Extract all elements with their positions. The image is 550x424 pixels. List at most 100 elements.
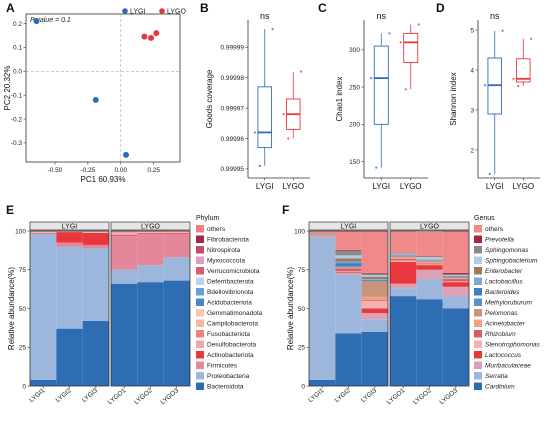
facet-strip-LYGI (29, 221, 110, 231)
legend-swatch-firmicutes (196, 361, 204, 369)
y-tick-label: 0.99995 (221, 166, 245, 173)
bar-segment-rhizobium (390, 258, 417, 261)
legend-swatch-acinetobacter (474, 319, 482, 327)
x-tick-label-LYGI2: LYGI2 (334, 387, 353, 404)
bar-segment-bacteroidota (56, 328, 83, 386)
bar-segment-bacteroidota (163, 280, 190, 386)
bar-segment-bacteroides (361, 279, 388, 281)
legend-swatch-others (474, 225, 482, 233)
y-tick-label: -0.2 (11, 116, 23, 123)
bar-segment-lactococcus (390, 262, 417, 284)
jitter-point-LYGI (370, 77, 373, 80)
jitter-point-LYGI (388, 32, 391, 35)
legend-label-verrucomicrobiota: Verrucomicrobiota (207, 268, 260, 275)
panel-label-A: A (6, 1, 15, 15)
facet-label-LYGO: LYGO (141, 223, 160, 230)
legend-swatch-fibrobacterota (196, 235, 204, 243)
panel-label-C: C (318, 1, 327, 15)
legend-swatch-sphingomonas (474, 246, 482, 254)
jitter-point-LYGI (488, 172, 491, 176)
x-tick-label-LYGO1: LYGO1 (107, 387, 128, 406)
bar-segment-sphingobacterium (442, 274, 469, 276)
legend-marker-LYGI (122, 8, 128, 14)
y-tick-label: 25 (19, 345, 27, 352)
legend-label-bdellovibrionota: Bdellovibrionota (207, 289, 254, 296)
bar-segment-proteobacteria (56, 246, 83, 329)
bar-segment-serratia (309, 237, 336, 380)
scatter-point-LYGO (153, 30, 160, 37)
bar-segment-enterobacter (361, 276, 388, 280)
jitter-point-LYGI (253, 131, 257, 134)
box-LYGO (515, 58, 531, 83)
legend-swatch-myxococcota (196, 256, 204, 264)
bar-segment-muribaculaceae (361, 313, 388, 320)
legend-label-lactococcus: Lactococcus (485, 352, 522, 359)
y-axis-label: Goods coverage (205, 69, 214, 128)
bar-segment-others (361, 231, 388, 273)
legend-swatch-lactococcus (474, 351, 482, 359)
jitter-point-LYGO (287, 137, 290, 140)
bar-segment-sphingomonas (416, 256, 443, 258)
legend-swatch-rhizobium (474, 330, 482, 338)
bar-segment-stenotrophomonas (361, 300, 388, 309)
legend-swatch-actinobacteriota (196, 351, 204, 359)
bar-segment-rhizobium (361, 299, 388, 301)
facet-label-LYGO: LYGO (420, 223, 439, 230)
bar-segment-lactobacillus (361, 279, 388, 280)
y-tick-label: 0.99996 (221, 136, 245, 143)
legend-label-lactobacillus: Lactobacillus (485, 279, 523, 286)
y-tick-label: 0 (22, 383, 26, 390)
y-tick-label: 100 (15, 228, 26, 235)
bar-segment-actinobacteriota (56, 232, 83, 243)
bar-segment-actinobacteriota (163, 233, 190, 235)
x-tick-label: 0.00 (114, 167, 127, 174)
bar-segment-sphingomonas (335, 250, 362, 256)
y-axis-label: PC2 20.32% (3, 66, 12, 111)
bar-segment-rhizobium (442, 279, 469, 282)
legend-label-stenotrophomonas: Stenotrophomonas (485, 342, 541, 349)
box-LYGI (257, 86, 273, 149)
bar-segment-others (309, 230, 336, 234)
bar-segment-bacteroidota (111, 283, 138, 386)
y-tick-label: 150 (349, 159, 360, 166)
y-axis-label: Chao1 index (335, 77, 344, 122)
bar-segment-pelomonas (416, 261, 443, 262)
y-tick-label: 4 (470, 67, 474, 74)
plot-frame-a (25, 13, 181, 163)
x-tick-label-LYGI2: LYGI2 (55, 387, 74, 404)
facet-strip-LYGO (389, 221, 470, 231)
bar-segment-pelomonas (442, 277, 469, 279)
legend-label-campilobacterota: Campilobacterota (207, 321, 258, 328)
bar-segment-bacteroidota (82, 320, 109, 386)
jitter-point-LYGO (512, 77, 515, 80)
bar-segment-serratia (442, 296, 469, 309)
y-tick-label: 75 (19, 267, 27, 274)
bar-segment-acinetobacter (361, 296, 388, 300)
y-tick-label: 50 (19, 306, 27, 313)
x-tick-label-LYGO: LYGO (282, 182, 304, 191)
scatter-point-LYGI (33, 18, 40, 25)
legend-swatch-verrucomicrobiota (196, 267, 204, 275)
bar-segment-proteobacteria (111, 269, 138, 284)
x-tick-label-LYGI: LYGI (372, 182, 390, 191)
scatter-point-LYGO (141, 33, 148, 40)
legend-swatch-campilobacterota (196, 319, 204, 327)
jitter-point-LYGO (282, 113, 285, 116)
bar-segment-rhizobium (335, 268, 362, 272)
jitter-point-LYGO (529, 37, 533, 40)
bar-segment-muribaculaceae (442, 286, 469, 297)
bar-segment-others (335, 231, 362, 250)
facet-frame-LYGO (110, 230, 191, 387)
legend-swatch-prevotella (474, 235, 482, 243)
legend-label-fibrobacterota: Fibrobacterota (207, 237, 249, 244)
jitter-point-LYGI (375, 166, 378, 169)
x-tick-label-LYGI3: LYGI3 (360, 387, 379, 404)
legend-swatch-pelomonas (474, 309, 482, 317)
scatter-point-LYGI (92, 96, 99, 103)
legend-swatch-bdellovibrionota (196, 288, 204, 296)
bar-segment-lactobacillus (390, 254, 417, 256)
bar-segment-desulfobacterota (111, 233, 138, 235)
legend-label-LYGO: LYGO (167, 9, 186, 16)
